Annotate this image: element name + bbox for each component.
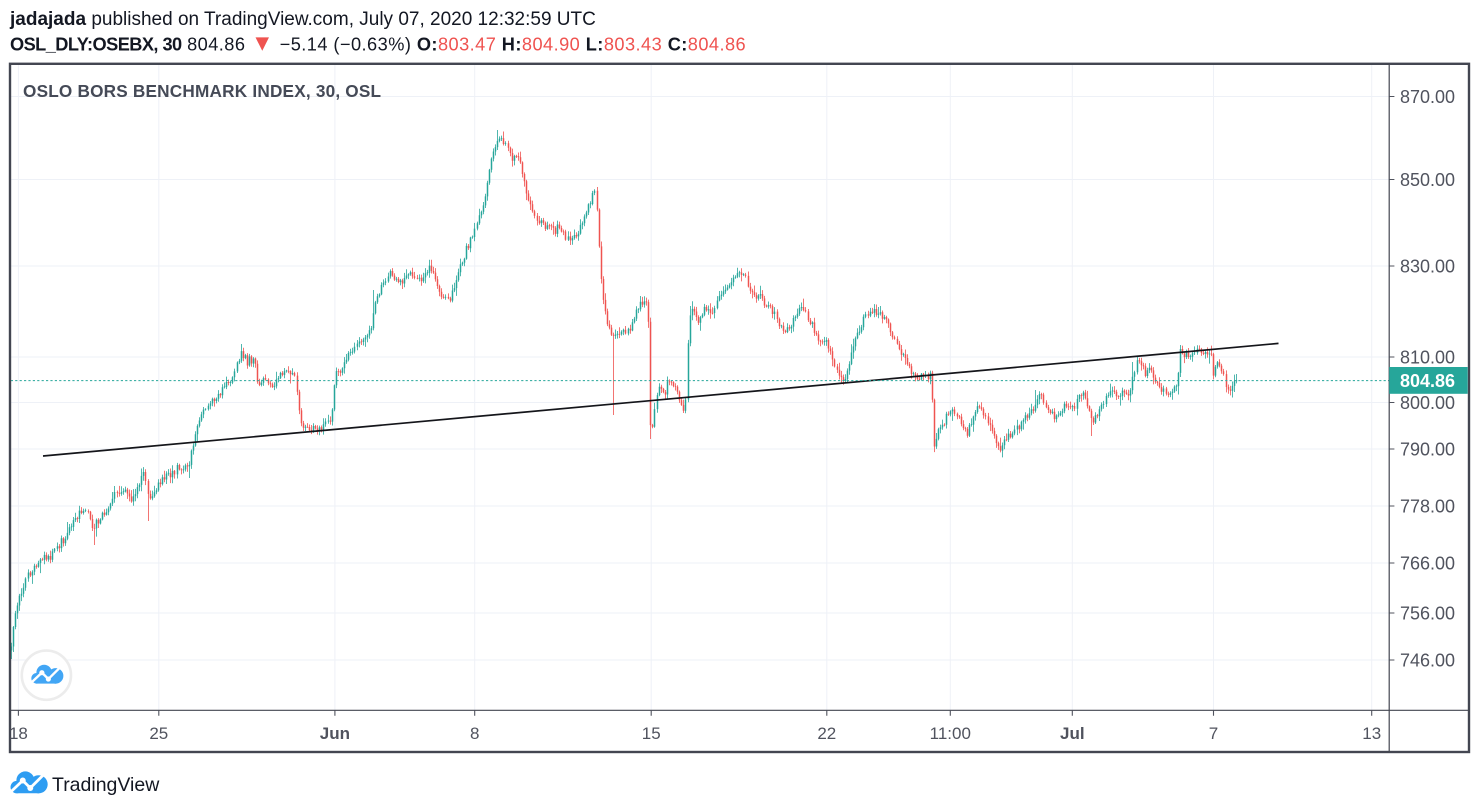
svg-text:11:00: 11:00 (930, 724, 971, 743)
svg-text:766.00: 766.00 (1400, 554, 1455, 574)
svg-text:Jul: Jul (1060, 724, 1085, 743)
svg-text:850.00: 850.00 (1400, 170, 1455, 190)
svg-text:830.00: 830.00 (1400, 257, 1455, 277)
svg-text:746.00: 746.00 (1400, 651, 1455, 671)
svg-text:8: 8 (470, 724, 479, 743)
svg-text:756.00: 756.00 (1400, 604, 1455, 624)
svg-text:jadajada published on TradingV: jadajada published on TradingView.com, J… (9, 9, 596, 30)
svg-text:22: 22 (817, 724, 836, 743)
svg-text:778.00: 778.00 (1400, 497, 1455, 517)
svg-text:TradingView: TradingView (52, 774, 160, 796)
svg-text:790.00: 790.00 (1400, 440, 1455, 460)
svg-text:800.00: 800.00 (1400, 393, 1455, 413)
svg-text:804.86: 804.86 (1400, 371, 1455, 391)
svg-text:OSLO BORS BENCHMARK INDEX, 30,: OSLO BORS BENCHMARK INDEX, 30, OSL (23, 81, 381, 101)
svg-text:Jun: Jun (320, 724, 350, 743)
svg-text:870.00: 870.00 (1400, 87, 1455, 107)
svg-text:15: 15 (642, 724, 661, 743)
svg-text:13: 13 (1362, 724, 1381, 743)
svg-text:810.00: 810.00 (1400, 348, 1455, 368)
svg-text:7: 7 (1209, 724, 1218, 743)
svg-text:OSL_DLY:OSEBX, 30 804.86 ▼ −5: OSL_DLY:OSEBX, 30 804.86 ▼ −5.14 (−0.63%… (10, 30, 746, 56)
svg-text:18: 18 (9, 724, 28, 743)
svg-text:25: 25 (149, 724, 168, 743)
